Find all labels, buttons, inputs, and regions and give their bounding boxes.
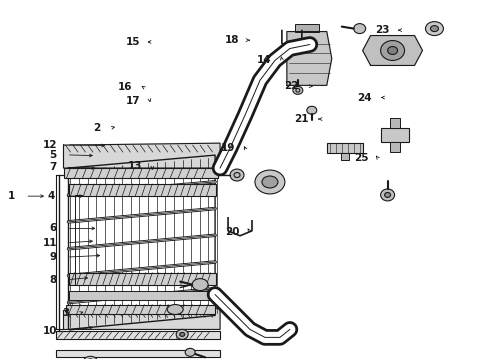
Text: 6: 6 (49, 224, 57, 233)
Bar (64, 168, 218, 178)
Ellipse shape (354, 24, 366, 33)
Text: 7: 7 (49, 162, 57, 172)
Text: 25: 25 (354, 153, 368, 163)
Bar (390, 142, 399, 152)
Ellipse shape (381, 41, 405, 60)
Ellipse shape (176, 329, 188, 339)
Text: 24: 24 (357, 93, 372, 103)
Bar (341, 153, 349, 160)
Text: 13: 13 (128, 161, 143, 171)
Text: 8: 8 (49, 275, 57, 285)
Text: 22: 22 (284, 81, 299, 91)
Text: 10: 10 (42, 325, 57, 336)
Polygon shape (64, 143, 220, 168)
Text: 23: 23 (375, 25, 389, 35)
Text: 11: 11 (42, 238, 57, 248)
Bar (390, 118, 399, 128)
Ellipse shape (83, 356, 98, 360)
Text: 19: 19 (221, 143, 235, 153)
Bar (69, 291, 216, 300)
Text: 14: 14 (257, 55, 272, 65)
Bar (55, 350, 220, 357)
Ellipse shape (385, 193, 391, 197)
Text: 4: 4 (47, 191, 54, 201)
Text: 15: 15 (125, 37, 140, 47)
Bar (327, 143, 363, 153)
Bar (55, 332, 220, 339)
Ellipse shape (381, 189, 394, 201)
Bar (295, 24, 319, 32)
Ellipse shape (425, 22, 443, 36)
Text: 3: 3 (62, 309, 69, 318)
Ellipse shape (185, 348, 195, 356)
Polygon shape (287, 32, 332, 85)
Text: 21: 21 (294, 114, 309, 124)
Text: 20: 20 (225, 227, 240, 237)
Ellipse shape (293, 86, 303, 94)
Bar (66, 305, 215, 315)
Ellipse shape (180, 332, 185, 336)
Text: 16: 16 (118, 82, 133, 92)
Polygon shape (363, 36, 422, 66)
Text: 12: 12 (42, 140, 57, 150)
Bar (69, 184, 216, 196)
Ellipse shape (431, 26, 439, 32)
Text: 17: 17 (125, 96, 140, 106)
Ellipse shape (262, 176, 278, 188)
Bar (69, 273, 216, 285)
Bar (381, 128, 409, 142)
Ellipse shape (255, 170, 285, 194)
Ellipse shape (192, 279, 208, 291)
Text: 2: 2 (94, 123, 101, 133)
Text: 5: 5 (49, 150, 57, 160)
Text: 18: 18 (224, 35, 239, 45)
Ellipse shape (307, 106, 317, 114)
Ellipse shape (388, 46, 397, 54)
Ellipse shape (230, 169, 244, 181)
Text: 1: 1 (8, 191, 15, 201)
Ellipse shape (167, 305, 183, 315)
Polygon shape (64, 309, 220, 329)
Text: 9: 9 (50, 252, 57, 262)
